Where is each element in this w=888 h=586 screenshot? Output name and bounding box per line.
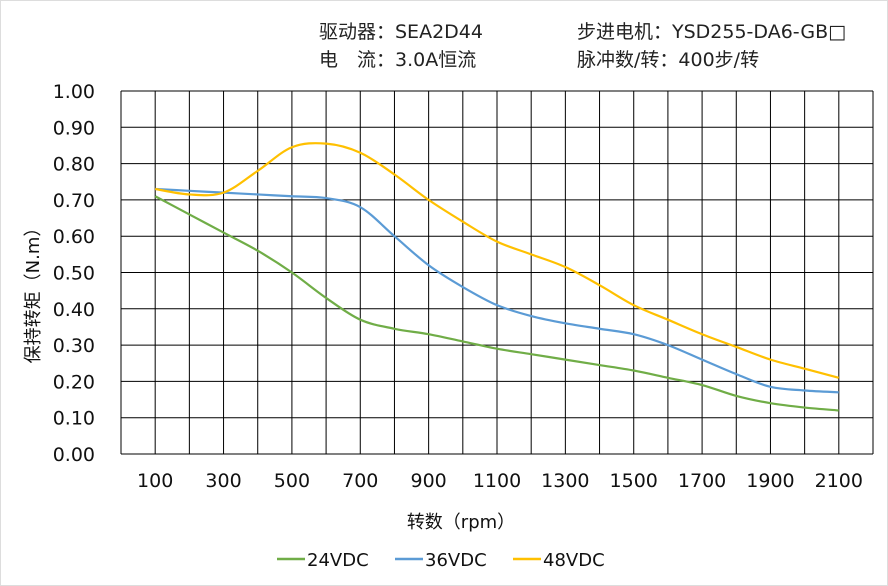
- driver-label: 驱动器：SEA2D44: [319, 21, 483, 43]
- current-label: 电 流：3.0A恒流: [319, 49, 477, 71]
- legend-label-24VDC: 24VDC: [307, 550, 369, 571]
- series-lines: [154, 142, 840, 412]
- y-tick-label: 1.00: [53, 81, 95, 103]
- y-tick-label: 0.10: [53, 408, 95, 430]
- grid: [120, 90, 874, 455]
- y-tick-label: 0.00: [53, 444, 95, 466]
- y-tick-label: 0.60: [53, 226, 95, 248]
- y-tick-label: 0.80: [53, 154, 95, 176]
- series-line-36VDC: [155, 187, 839, 394]
- x-tick-label: 1500: [610, 470, 658, 492]
- tick-labels: 0.00 0.10 0.20 0.30 0.40 0.50 0.60 0.70 0.80 0.90…: [53, 81, 863, 492]
- x-tick-label: 2100: [815, 470, 863, 492]
- x-tick-label: 100: [137, 470, 173, 492]
- x-tick-label: 1300: [541, 470, 589, 492]
- x-tick-label: 700: [342, 470, 378, 492]
- legend-label-36VDC: 36VDC: [425, 550, 487, 571]
- legend-label-48VDC: 48VDC: [543, 550, 605, 571]
- y-tick-label: 0.30: [53, 335, 95, 357]
- y-tick-label: 0.50: [53, 263, 95, 285]
- y-tick-label: 0.20: [53, 371, 95, 393]
- series-line-48VDC: [155, 142, 840, 379]
- x-tick-label: 1700: [678, 470, 726, 492]
- x-tick-label: 1900: [746, 470, 794, 492]
- y-axis-label: 保持转矩（N.m）: [23, 219, 44, 364]
- legend: 24VDC 36VDC 48VDC: [277, 550, 605, 571]
- y-tick-label: 0.70: [53, 190, 95, 212]
- series-line-24VDC: [154, 195, 839, 412]
- x-tick-label: 300: [205, 470, 241, 492]
- pulse-label: 脉冲数/转：400步/转: [577, 49, 760, 71]
- motor-label: 步进电机：YSD255-DA6-GB□: [577, 21, 847, 43]
- y-tick-label: 0.90: [53, 117, 95, 139]
- x-tick-label: 500: [274, 470, 310, 492]
- x-axis-label: 转数（rpm）: [407, 512, 515, 533]
- x-tick-label: 1100: [473, 470, 521, 492]
- x-tick-label: 900: [411, 470, 447, 492]
- y-tick-label: 0.40: [53, 299, 95, 321]
